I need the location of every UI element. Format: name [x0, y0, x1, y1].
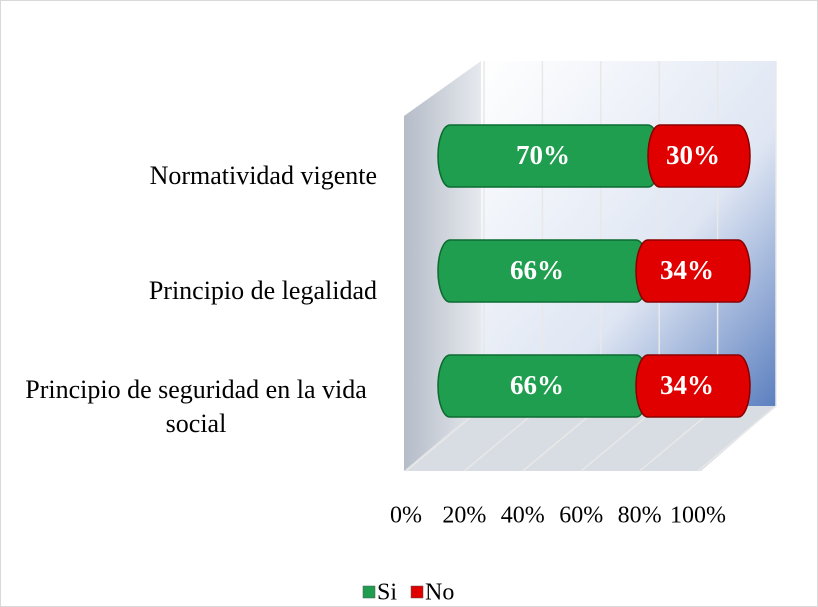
bar	[635, 354, 751, 418]
category-label: Principio de seguridad en la vida social	[25, 375, 367, 438]
data-label: 66%	[510, 370, 564, 400]
grid-line	[697, 61, 777, 472]
data-label: 34%	[660, 255, 714, 285]
floor	[404, 406, 776, 471]
x-tick-label: 40%	[501, 503, 545, 529]
x-tick-label: 0%	[390, 503, 422, 529]
legend-label: No	[425, 580, 454, 606]
data-label: 30%	[666, 140, 720, 170]
category-label: Normatividad vigente	[149, 161, 377, 190]
x-tick-label: 60%	[559, 503, 603, 529]
category-label: Principio de legalidad	[148, 276, 377, 305]
legend-label: Si	[377, 580, 397, 606]
data-label: 66%	[510, 255, 564, 285]
x-tick-label: 80%	[618, 503, 662, 529]
data-label: 34%	[660, 370, 714, 400]
x-tick-label: 20%	[442, 503, 486, 529]
data-label: 70%	[516, 140, 570, 170]
x-tick-label: 100%	[670, 503, 726, 529]
bar	[647, 124, 751, 188]
legend-swatch	[410, 585, 424, 599]
bar	[635, 239, 751, 303]
legend-swatch	[362, 585, 376, 599]
